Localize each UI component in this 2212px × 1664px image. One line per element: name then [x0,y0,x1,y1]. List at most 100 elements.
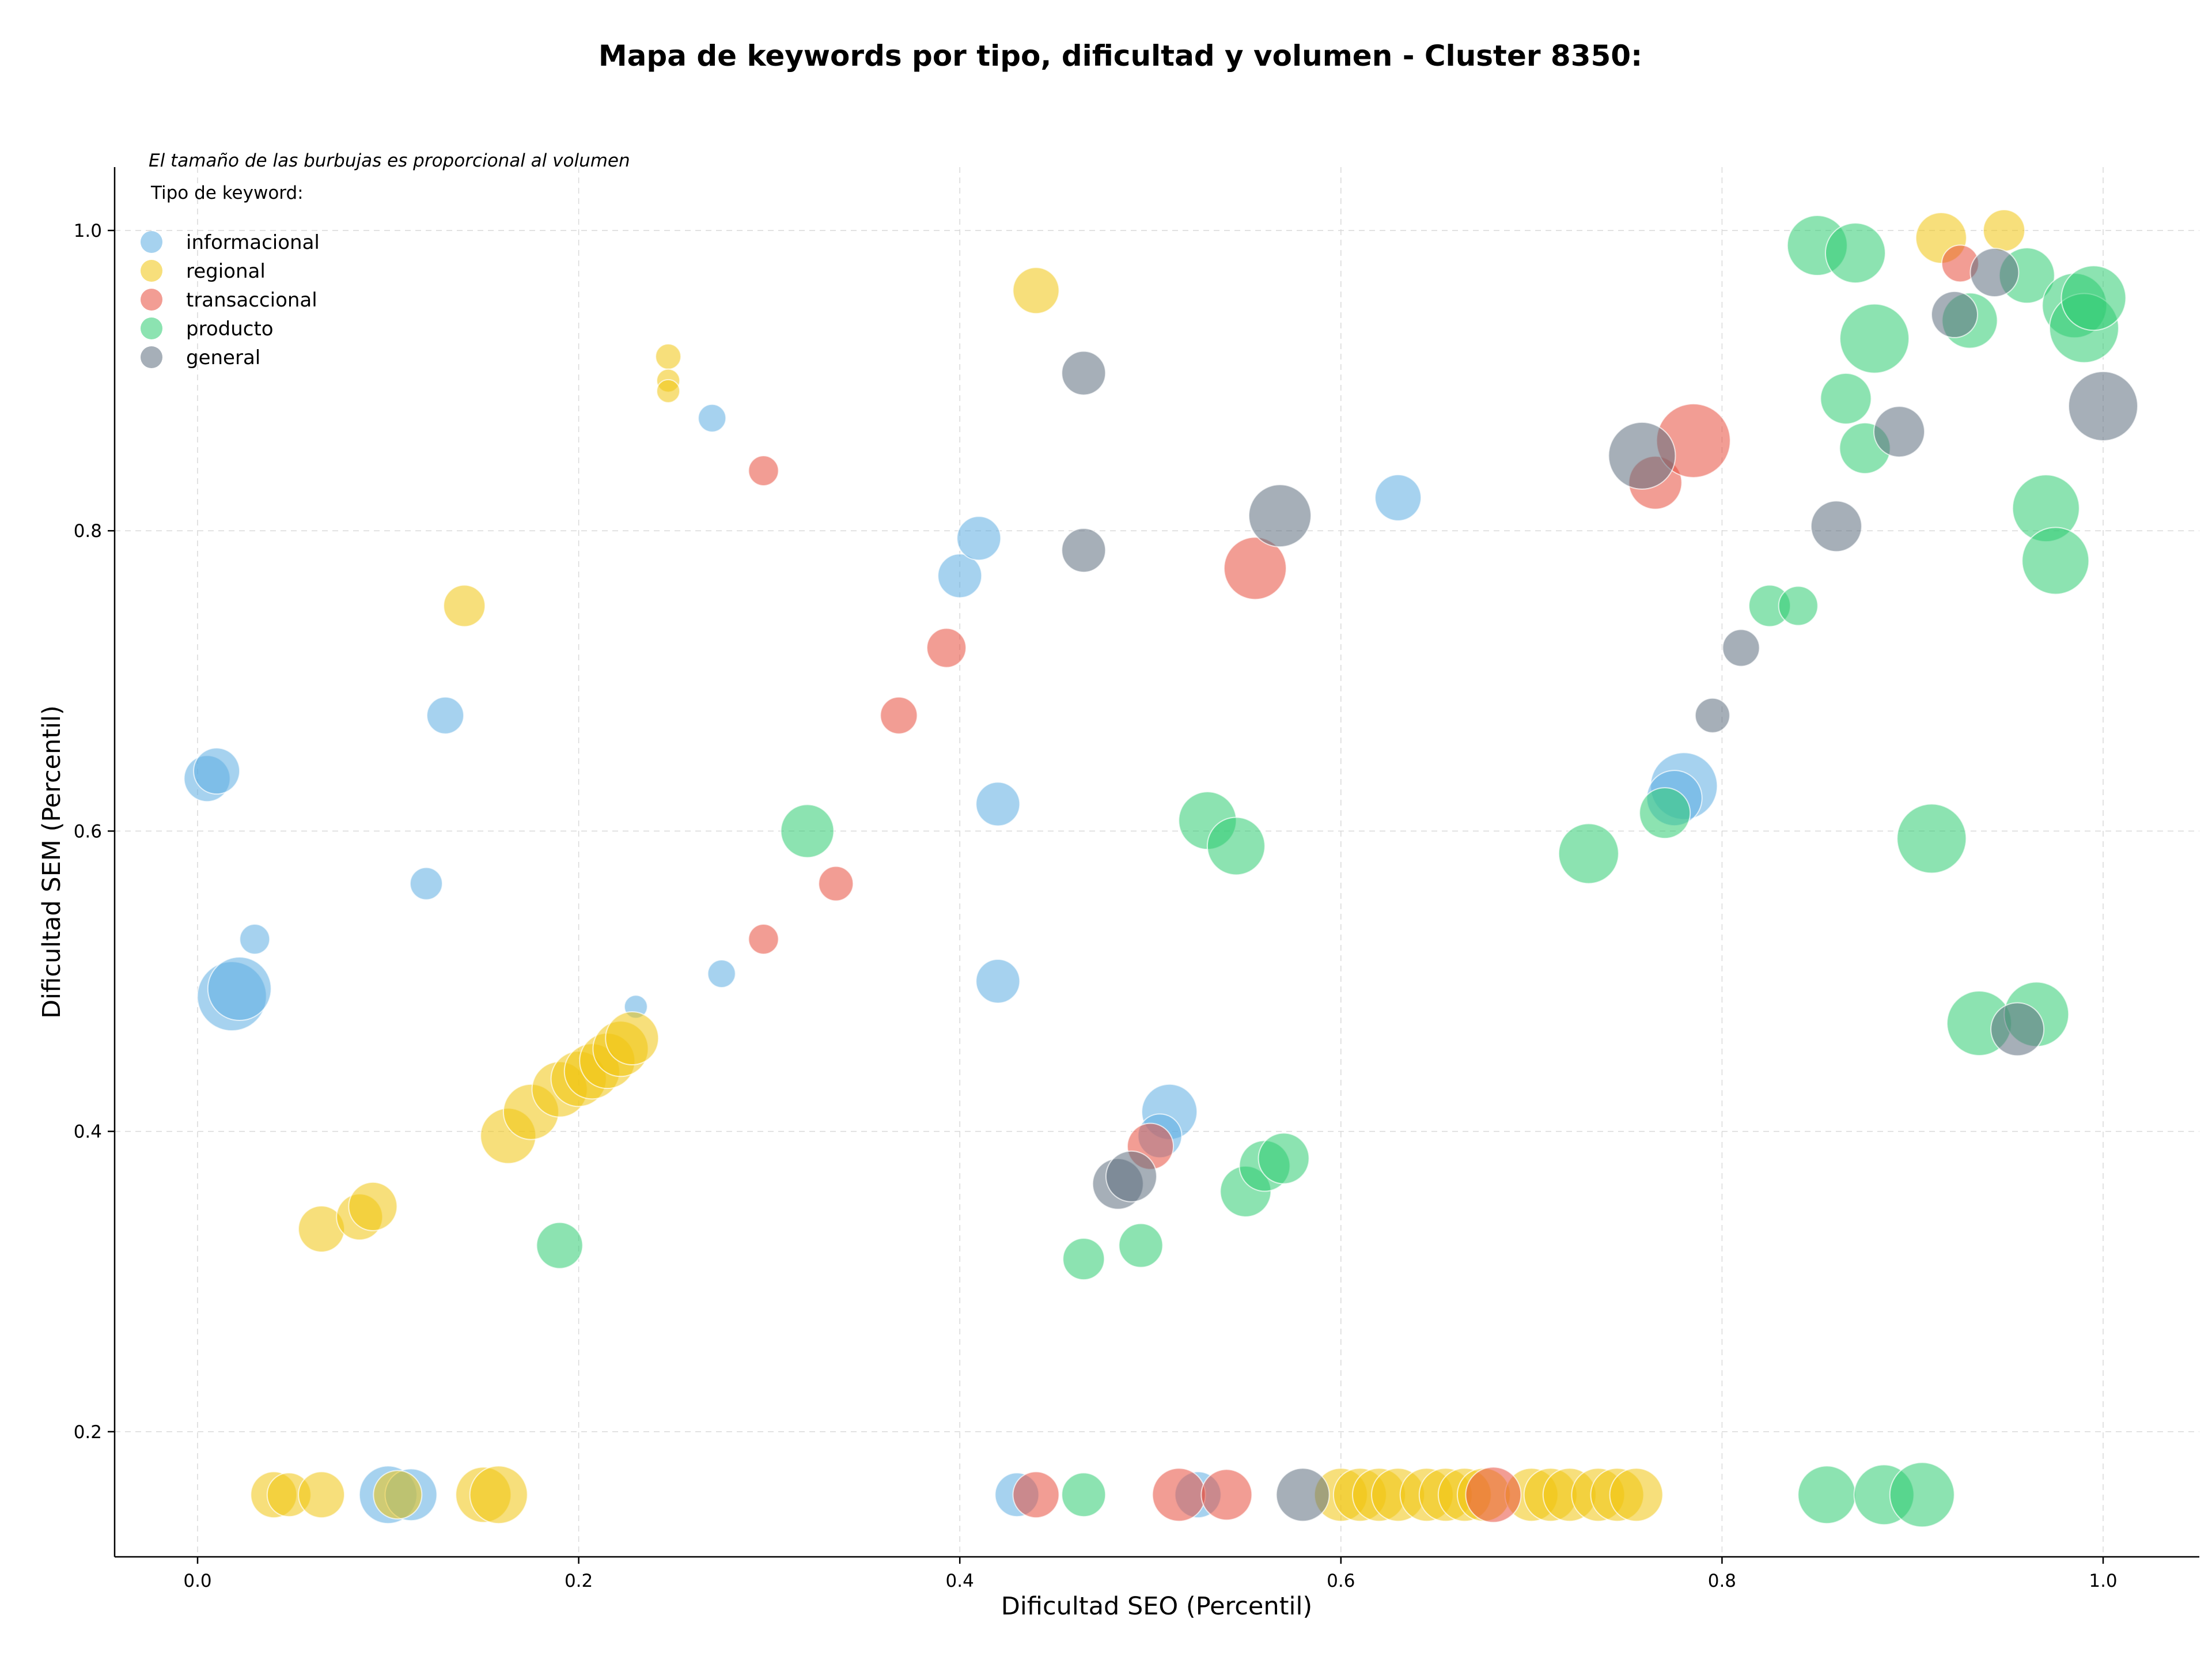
bubble-regional [605,1011,660,1066]
series-regional [250,209,2025,1525]
x-tick-label: 0.0 [183,1571,211,1591]
bubble-transaccional [880,696,918,735]
bubble-producto [1839,303,1910,374]
bubble-regional [656,379,681,403]
bubble-general [1969,247,2020,297]
y-tick-layer: 0.2 0.4 0.6 0.8 1.0 [74,221,115,1443]
series-producto [536,215,2127,1528]
y-tick-label: 0.2 [74,1422,102,1443]
y-tick-label: 0.8 [74,521,102,542]
bubble-informacional [409,867,443,901]
bubble-producto [1062,1238,1105,1281]
bubble-producto [1889,1462,1955,1528]
bubble-general [1275,1468,1330,1522]
bubble-transaccional [748,924,779,955]
bubble-general [1248,484,1312,548]
bubble-general [2068,370,2138,441]
bubble-general [1930,290,1978,338]
bubble-general [1105,1150,1157,1202]
axes-layer [113,167,2199,1558]
bubble-producto [1257,1132,1310,1185]
bubble-informacional [426,696,465,735]
bubble-general [1061,350,1107,396]
bubble-informacional [207,956,272,1022]
bubble-informacional [975,959,1021,1004]
bubble-informacional [956,516,1002,561]
bubble-informacional [239,924,271,955]
bubble-producto [1558,823,1619,884]
legend-marker-transaccional [141,289,162,311]
legend-label-informacional: informacional [186,231,320,254]
legend-marker-regional [141,260,162,282]
x-tick-label: 0.4 [946,1571,974,1591]
legend-label-producto: producto [186,317,274,341]
bubble-transaccional [1152,1468,1206,1522]
bubble-general [1810,500,1862,553]
legend: Tipo de keyword: informacional regional tr… [141,183,320,369]
series-general [1061,247,2138,1522]
legend-label-general: general [186,346,260,369]
bubble-producto [1118,1223,1164,1268]
bubble-size-note: El tamaño de las burbujas es proporciona… [149,150,630,171]
bubble-transaccional [748,455,779,486]
x-tick-label: 0.2 [565,1571,593,1591]
bubble-general [1694,697,1730,733]
legend-marker-informacional [141,231,162,253]
bubble-producto [1778,585,1819,626]
bubble-regional [469,1465,528,1525]
bubble-informacional [975,781,1021,827]
bubble-producto [536,1221,584,1269]
bubble-producto [1061,1472,1107,1518]
bubble-producto [1639,787,1691,839]
bubble-transaccional [926,627,967,668]
bubble-transaccional [1012,1471,1060,1519]
bubble-regional [298,1471,346,1519]
y-tick-label: 0.6 [74,821,102,842]
bubble-informacional [698,403,727,433]
bubble-producto [780,804,835,859]
bubble-general [1990,1002,2045,1057]
bubble-informacional [937,553,983,599]
bubble-transaccional [1223,536,1287,600]
y-axis-label: Dificultad SEM (Percentil) [37,705,66,1019]
series-informacional [183,403,1718,1525]
series-transaccional [748,244,1979,1523]
bubble-general [1061,528,1107,573]
x-tick-layer: 0.0 0.2 0.4 0.6 0.8 1.0 [183,1557,2118,1591]
x-tick-label: 1.0 [2089,1571,2117,1591]
bubble-informacional [1374,474,1422,521]
bubble-regional [1609,1468,1664,1522]
bubble-general [1722,629,1760,667]
legend-marker-general [141,346,162,368]
bubble-layer [183,209,2138,1528]
bubble-transaccional [1465,1466,1522,1523]
legend-title: Tipo de keyword: [150,183,304,203]
bubble-producto [2061,265,2127,331]
bubble-producto [2021,527,2090,595]
x-axis-label: Dificultad SEO (Percentil) [1001,1592,1312,1621]
grid-layer [115,167,2199,1557]
chart-title: Mapa de keywords por tipo, dificultad y … [599,39,1642,73]
x-tick-label: 0.8 [1708,1571,1736,1591]
bubble-transaccional [818,865,854,902]
x-tick-label: 0.6 [1327,1571,1355,1591]
bubble-producto [1896,803,1967,874]
bubble-general [1608,421,1676,490]
bubble-regional [348,1181,398,1231]
y-tick-label: 1.0 [74,221,102,241]
bubble-producto [1824,222,1886,284]
bubble-producto [1797,1465,1857,1525]
bubble-informacional [193,747,241,795]
bubble-regional [373,1470,423,1520]
bubble-regional [443,584,486,627]
bubble-regional [1012,267,1060,315]
bubble-producto [1206,816,1266,876]
legend-label-transaccional: transaccional [186,289,317,312]
legend-label-regional: regional [186,260,266,283]
bubble-regional [1982,209,2025,252]
bubble-regional [655,343,682,370]
bubble-informacional [707,959,736,988]
bubble-transaccional [1200,1469,1253,1521]
